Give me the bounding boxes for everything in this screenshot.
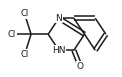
Text: Cl: Cl	[20, 9, 29, 18]
Text: Cl: Cl	[20, 50, 29, 59]
Text: Cl: Cl	[8, 30, 16, 39]
Text: N: N	[56, 14, 62, 23]
Text: HN: HN	[52, 46, 66, 55]
Text: O: O	[77, 62, 84, 71]
